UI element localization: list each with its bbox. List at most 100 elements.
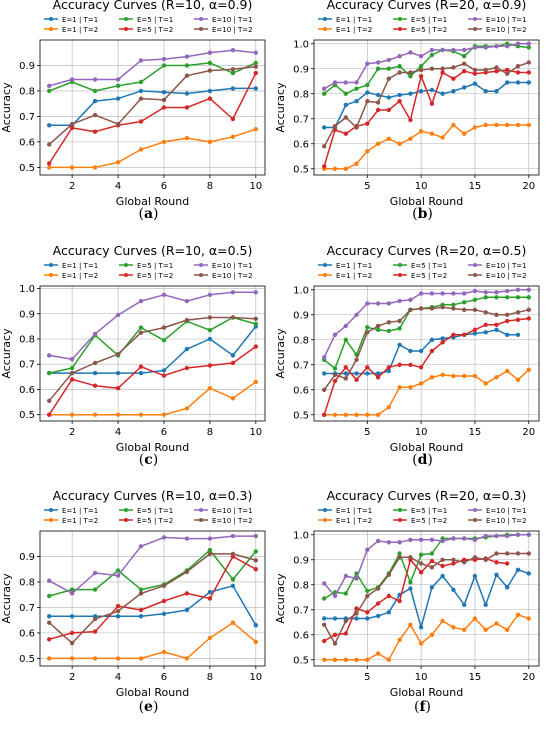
- data-point: [253, 549, 258, 554]
- data-point: [365, 547, 370, 552]
- data-point: [69, 587, 75, 592]
- data-point: [161, 292, 167, 297]
- series-line: [48, 345, 257, 416]
- data-point: [526, 571, 531, 576]
- data-point: [207, 68, 213, 73]
- data-point: [505, 533, 510, 539]
- data-point: [365, 82, 370, 88]
- series-line: [323, 61, 530, 147]
- data-point: [526, 41, 531, 46]
- data-point: [515, 310, 521, 315]
- data-point: [184, 406, 190, 411]
- y-tick-label: 0.7: [19, 603, 35, 614]
- series-E10T1: [322, 287, 531, 360]
- data-point: [483, 381, 488, 386]
- legend-marker: [473, 263, 477, 267]
- data-point: [397, 385, 402, 390]
- data-point: [115, 312, 121, 318]
- data-point: [332, 632, 338, 637]
- legend-label: E=1 | T=1: [62, 507, 98, 515]
- data-point: [386, 328, 391, 334]
- data-point: [386, 540, 391, 545]
- data-point: [526, 307, 531, 312]
- series-E5T2: [47, 344, 258, 417]
- x-tick-label: 20: [522, 427, 535, 438]
- data-point: [472, 307, 478, 312]
- data-point: [115, 351, 121, 357]
- data-point: [451, 536, 456, 541]
- data-point: [515, 551, 521, 556]
- data-point: [505, 627, 510, 632]
- series-E5T2: [322, 316, 531, 417]
- axes-frame: [313, 285, 540, 422]
- data-point: [115, 96, 121, 101]
- data-point: [230, 360, 236, 366]
- y-axis-label: Accuracy: [274, 328, 287, 379]
- data-point: [526, 295, 531, 300]
- legend-item: E=10 | T=2: [194, 26, 253, 34]
- data-point: [408, 555, 413, 560]
- legend-label: E=1 | T=2: [336, 26, 372, 34]
- legend-marker: [199, 27, 203, 31]
- data-point: [386, 95, 391, 100]
- data-point: [418, 89, 424, 94]
- data-point: [253, 316, 258, 321]
- data-point: [47, 123, 52, 128]
- legend-label: E=5 | T=2: [137, 26, 173, 34]
- data-point: [207, 50, 213, 55]
- data-point: [408, 307, 413, 312]
- legend-marker: [398, 263, 402, 267]
- data-point: [408, 117, 413, 123]
- data-point: [494, 560, 499, 565]
- data-point: [253, 86, 258, 91]
- series-line: [48, 72, 257, 164]
- series-E10T1: [322, 532, 531, 599]
- data-point: [408, 385, 413, 390]
- y-axis-label: Accuracy: [0, 328, 13, 379]
- legend-marker: [398, 518, 402, 522]
- legend-item: E=5 | T=1: [119, 16, 173, 24]
- data-point: [375, 371, 381, 376]
- y-axis-label: Accuracy: [274, 573, 287, 624]
- data-point: [483, 627, 488, 632]
- data-point: [69, 357, 75, 362]
- y-tick-label: 0.7: [19, 360, 35, 371]
- x-tick-label: 4: [115, 427, 121, 438]
- data-point: [526, 367, 531, 372]
- data-point: [429, 291, 435, 296]
- data-point: [253, 127, 258, 132]
- data-point: [494, 322, 499, 327]
- data-point: [408, 91, 413, 96]
- legend-item: E=10 | T=2: [468, 272, 527, 280]
- chart-legend: E=1 | T=1 E=5 | T=1 E=10 | T=1 E=1 | T=2 E=5…: [44, 507, 253, 525]
- legend-item: E=1 | T=2: [318, 272, 372, 280]
- data-point: [515, 377, 521, 382]
- data-point: [365, 371, 370, 376]
- data-point: [526, 616, 531, 621]
- y-axis-label: Accuracy: [274, 82, 287, 133]
- data-point: [375, 538, 381, 544]
- data-point: [386, 593, 391, 599]
- data-point: [138, 298, 144, 304]
- data-point: [47, 412, 52, 417]
- x-tick-label: 10: [249, 672, 262, 683]
- data-point: [161, 598, 167, 604]
- legend-marker: [473, 17, 477, 21]
- series-E5T1: [47, 547, 258, 599]
- data-point: [365, 588, 370, 594]
- legend-item: E=5 | T=2: [119, 26, 173, 34]
- data-point: [375, 613, 381, 619]
- data-point: [440, 563, 445, 569]
- legend-item: E=5 | T=2: [119, 517, 173, 525]
- data-point: [494, 327, 499, 332]
- data-point: [429, 565, 435, 570]
- data-point: [365, 90, 370, 95]
- data-point: [343, 102, 348, 108]
- legend-label: E=5 | T=1: [137, 262, 173, 270]
- data-point: [161, 611, 167, 616]
- data-point: [397, 54, 402, 59]
- data-point: [515, 317, 521, 322]
- data-point: [253, 379, 258, 385]
- data-point: [184, 298, 190, 304]
- legend-marker: [49, 263, 53, 267]
